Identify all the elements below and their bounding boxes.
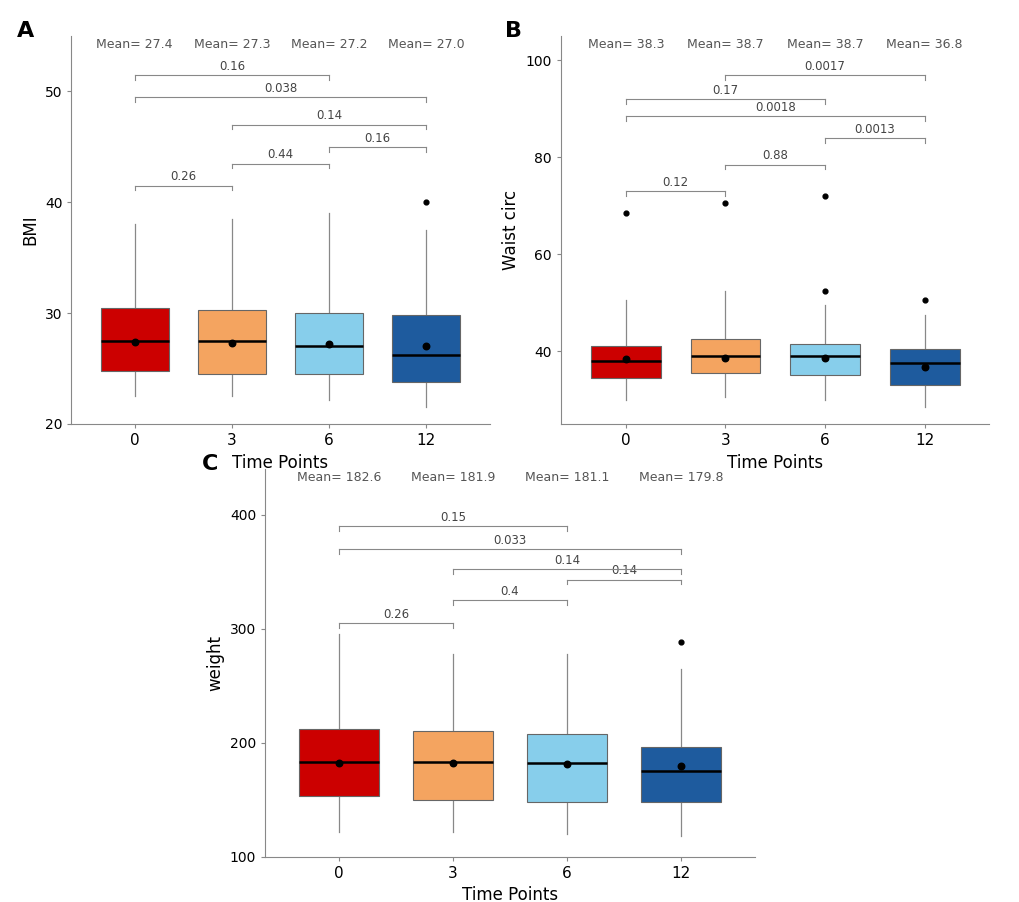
Point xyxy=(418,195,434,209)
Text: B: B xyxy=(504,21,522,41)
Text: 0.0017: 0.0017 xyxy=(804,60,845,72)
Bar xyxy=(590,346,660,378)
Text: C: C xyxy=(202,454,218,474)
Text: A: A xyxy=(17,21,35,41)
Bar xyxy=(889,349,959,385)
Text: 0.4: 0.4 xyxy=(500,584,519,598)
Bar xyxy=(198,309,266,374)
Text: Mean= 27.2: Mean= 27.2 xyxy=(290,38,367,51)
Text: 0.0018: 0.0018 xyxy=(754,101,795,114)
Text: Mean= 38.3: Mean= 38.3 xyxy=(587,38,663,51)
Text: Mean= 27.3: Mean= 27.3 xyxy=(194,38,270,51)
Text: 0.033: 0.033 xyxy=(493,534,526,547)
Text: 0.26: 0.26 xyxy=(170,170,196,183)
Text: 0.0013: 0.0013 xyxy=(854,123,895,135)
Point xyxy=(321,337,337,352)
Point xyxy=(616,353,633,367)
Bar xyxy=(527,733,606,802)
Text: 0.16: 0.16 xyxy=(365,132,390,144)
Bar xyxy=(294,313,363,374)
Text: Mean= 181.1: Mean= 181.1 xyxy=(524,471,608,484)
X-axis label: Time Points: Time Points xyxy=(232,454,328,472)
Text: 0.26: 0.26 xyxy=(383,608,409,621)
Point xyxy=(672,759,688,773)
Bar xyxy=(413,732,492,800)
Text: 0.15: 0.15 xyxy=(439,511,466,524)
Text: 0.44: 0.44 xyxy=(267,148,293,161)
Text: 0.038: 0.038 xyxy=(264,82,297,95)
Y-axis label: weight: weight xyxy=(206,635,224,691)
Point xyxy=(418,339,434,354)
Bar xyxy=(640,748,720,802)
Text: Mean= 179.8: Mean= 179.8 xyxy=(638,471,722,484)
Text: Mean= 182.6: Mean= 182.6 xyxy=(297,471,381,484)
Text: 0.14: 0.14 xyxy=(553,554,580,567)
Y-axis label: Waist circ: Waist circ xyxy=(501,190,520,270)
Bar xyxy=(392,316,460,382)
Text: Mean= 38.7: Mean= 38.7 xyxy=(786,38,862,51)
Y-axis label: BMI: BMI xyxy=(21,215,40,245)
Point xyxy=(816,189,833,203)
X-axis label: Time Points: Time Points xyxy=(462,887,557,902)
Text: 0.12: 0.12 xyxy=(662,176,688,189)
Point xyxy=(126,335,143,349)
Text: Mean= 181.9: Mean= 181.9 xyxy=(411,471,495,484)
Point xyxy=(223,336,239,350)
Text: Mean= 27.4: Mean= 27.4 xyxy=(96,38,172,51)
Text: 0.17: 0.17 xyxy=(711,84,738,97)
Text: 0.16: 0.16 xyxy=(219,60,245,72)
Point xyxy=(558,757,575,771)
Bar xyxy=(299,729,379,796)
Point xyxy=(331,756,347,770)
Point xyxy=(816,350,833,364)
Point xyxy=(616,206,633,220)
Text: 0.14: 0.14 xyxy=(316,109,341,123)
X-axis label: Time Points: Time Points xyxy=(727,454,822,472)
Point xyxy=(716,196,733,210)
Point xyxy=(916,293,932,308)
Bar xyxy=(690,339,759,373)
Text: Mean= 38.7: Mean= 38.7 xyxy=(687,38,763,51)
Text: 0.88: 0.88 xyxy=(761,149,788,162)
Text: 0.14: 0.14 xyxy=(610,565,636,577)
Bar xyxy=(790,344,859,375)
Text: Mean= 27.0: Mean= 27.0 xyxy=(387,38,465,51)
Bar xyxy=(101,308,168,371)
Point xyxy=(816,283,833,298)
Point xyxy=(444,756,461,770)
Point xyxy=(916,360,932,374)
Point xyxy=(672,635,688,649)
Text: Mean= 36.8: Mean= 36.8 xyxy=(886,38,962,51)
Point xyxy=(716,350,733,364)
